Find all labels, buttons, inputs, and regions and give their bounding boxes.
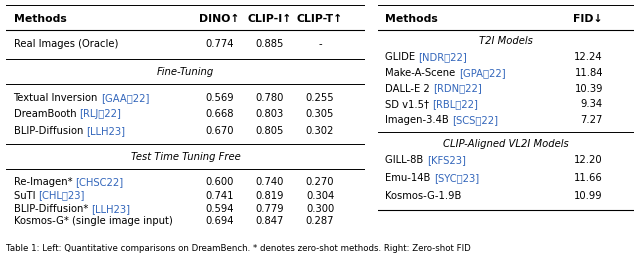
Text: [RDN⁳22]: [RDN⁳22] xyxy=(433,84,482,93)
Text: Textual Inversion: Textual Inversion xyxy=(13,93,101,103)
Text: GLIDE [NDR⁳22]: GLIDE [NDR⁳22] xyxy=(385,52,467,62)
Text: [RLJ⁳22]: [RLJ⁳22] xyxy=(79,109,121,119)
Text: Textual Inversion [GAA⁳22]: Textual Inversion [GAA⁳22] xyxy=(13,93,150,103)
Text: Kosmos-G-1.9B: Kosmos-G-1.9B xyxy=(385,190,461,201)
Text: Emu-14B [SYC⁳23]: Emu-14B [SYC⁳23] xyxy=(385,173,479,183)
Text: GLIDE: GLIDE xyxy=(385,52,419,62)
Text: DALL-E 2: DALL-E 2 xyxy=(385,84,433,93)
Text: DreamBooth: DreamBooth xyxy=(13,109,79,119)
Text: CLIP-Aligned VL2I Models: CLIP-Aligned VL2I Models xyxy=(443,139,568,149)
Text: Fine-Tuning: Fine-Tuning xyxy=(157,67,214,77)
Text: 12.24: 12.24 xyxy=(574,52,603,62)
Text: 0.694: 0.694 xyxy=(205,216,234,226)
Text: [SYC⁳23]: [SYC⁳23] xyxy=(434,173,479,183)
Text: Methods: Methods xyxy=(385,14,438,24)
Text: Imagen-3.4B [SCS⁳22]: Imagen-3.4B [SCS⁳22] xyxy=(385,115,498,125)
Text: 7.27: 7.27 xyxy=(580,115,603,125)
Text: 0.668: 0.668 xyxy=(205,109,234,119)
Text: 0.803: 0.803 xyxy=(256,109,284,119)
Text: DINO↑: DINO↑ xyxy=(200,14,240,24)
Text: BLIP-Diffusion: BLIP-Diffusion xyxy=(13,126,86,136)
Text: BLIP-Diffusion*: BLIP-Diffusion* xyxy=(13,204,91,214)
Text: T2I Models: T2I Models xyxy=(479,36,532,46)
Text: CLIP-T↑: CLIP-T↑ xyxy=(297,14,343,24)
Text: Re-Imagen*: Re-Imagen* xyxy=(13,178,76,187)
Text: Emu-14B: Emu-14B xyxy=(385,173,434,183)
Text: Make-A-Scene: Make-A-Scene xyxy=(385,68,459,78)
Text: 0.300: 0.300 xyxy=(306,204,334,214)
Text: 0.305: 0.305 xyxy=(306,109,334,119)
Text: Real Images (Oracle): Real Images (Oracle) xyxy=(13,39,118,49)
Text: SuTI [CHL⁳23]: SuTI [CHL⁳23] xyxy=(13,190,84,201)
Text: 11.84: 11.84 xyxy=(574,68,603,78)
Text: [CHSC22]: [CHSC22] xyxy=(76,178,124,187)
Text: FID↓: FID↓ xyxy=(573,14,603,24)
Text: [RBL⁳22]: [RBL⁳22] xyxy=(433,99,479,109)
Text: CLIP-I↑: CLIP-I↑ xyxy=(248,14,292,24)
Text: Methods: Methods xyxy=(13,14,67,24)
Text: 0.805: 0.805 xyxy=(255,126,284,136)
Text: SD v1.5† [RBL⁳22]: SD v1.5† [RBL⁳22] xyxy=(385,99,479,109)
Text: 9.34: 9.34 xyxy=(580,99,603,109)
Text: 0.819: 0.819 xyxy=(255,190,284,201)
Text: [LLH23]: [LLH23] xyxy=(86,126,125,136)
Text: -: - xyxy=(318,39,322,49)
Text: [GPA⁳22]: [GPA⁳22] xyxy=(459,68,505,78)
Text: 0.885: 0.885 xyxy=(255,39,284,49)
Text: 0.780: 0.780 xyxy=(255,93,284,103)
Text: 0.741: 0.741 xyxy=(205,190,234,201)
Text: [CHL⁳23]: [CHL⁳23] xyxy=(38,190,84,201)
Text: 0.304: 0.304 xyxy=(306,190,334,201)
Text: 10.99: 10.99 xyxy=(574,190,603,201)
Text: 0.270: 0.270 xyxy=(306,178,334,187)
Text: 11.66: 11.66 xyxy=(574,173,603,183)
Text: GILL-8B: GILL-8B xyxy=(385,155,427,165)
Text: 10.39: 10.39 xyxy=(574,84,603,93)
Text: [LLH23]: [LLH23] xyxy=(91,204,130,214)
Text: Imagen-3.4B: Imagen-3.4B xyxy=(385,115,452,125)
Text: 0.779: 0.779 xyxy=(255,204,284,214)
Text: [GAA⁳22]: [GAA⁳22] xyxy=(101,93,150,103)
Text: 0.740: 0.740 xyxy=(255,178,284,187)
Text: [SCS⁳22]: [SCS⁳22] xyxy=(452,115,498,125)
Text: 0.255: 0.255 xyxy=(306,93,334,103)
Text: 0.670: 0.670 xyxy=(205,126,234,136)
Text: Test Time Tuning Free: Test Time Tuning Free xyxy=(131,152,241,162)
Text: [NDR⁳22]: [NDR⁳22] xyxy=(419,52,467,62)
Text: Re-Imagen* [CHSC22]: Re-Imagen* [CHSC22] xyxy=(13,178,124,187)
Text: 0.600: 0.600 xyxy=(205,178,234,187)
Text: 0.847: 0.847 xyxy=(255,216,284,226)
Text: SuTI: SuTI xyxy=(13,190,38,201)
Text: GILL-8B [KFS23]: GILL-8B [KFS23] xyxy=(385,155,465,165)
Text: BLIP-Diffusion [LLH23]: BLIP-Diffusion [LLH23] xyxy=(13,126,125,136)
Text: Kosmos-G* (single image input): Kosmos-G* (single image input) xyxy=(13,216,172,226)
Text: Make-A-Scene [GPA⁳22]: Make-A-Scene [GPA⁳22] xyxy=(385,68,506,78)
Text: Table 1: Left: Quantitative comparisons on DreamBench. * denotes zero-shot metho: Table 1: Left: Quantitative comparisons … xyxy=(6,244,471,253)
Text: 0.774: 0.774 xyxy=(205,39,234,49)
Text: DreamBooth [RLJ⁳22]: DreamBooth [RLJ⁳22] xyxy=(13,109,121,119)
Text: 0.594: 0.594 xyxy=(205,204,234,214)
Text: 0.302: 0.302 xyxy=(306,126,334,136)
Text: 12.20: 12.20 xyxy=(574,155,603,165)
Text: 0.287: 0.287 xyxy=(306,216,334,226)
Text: BLIP-Diffusion* [LLH23]: BLIP-Diffusion* [LLH23] xyxy=(13,204,130,214)
Text: [KFS23]: [KFS23] xyxy=(427,155,465,165)
Text: SD v1.5†: SD v1.5† xyxy=(385,99,433,109)
Text: DALL-E 2 [RDN⁳22]: DALL-E 2 [RDN⁳22] xyxy=(385,84,482,93)
Text: 0.569: 0.569 xyxy=(205,93,234,103)
